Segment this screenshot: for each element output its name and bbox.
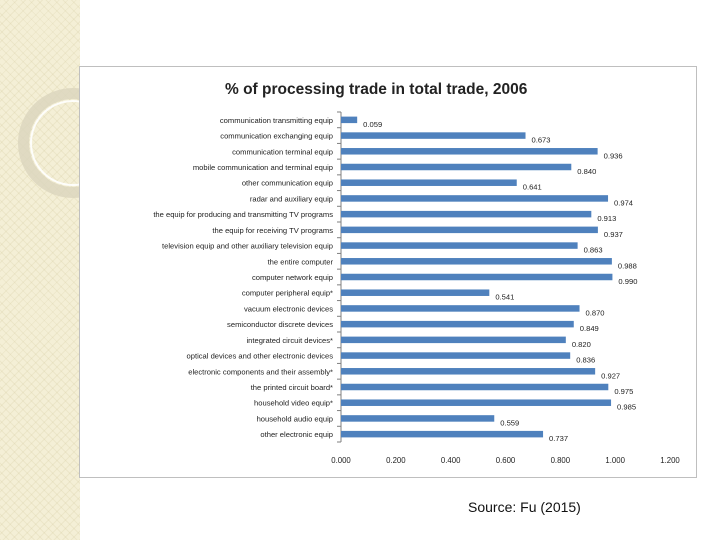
bar [341, 116, 358, 124]
category-label: semiconductor discrete devices [227, 320, 333, 329]
bar [341, 399, 612, 406]
processing-trade-bar-chart: % of processing trade in total trade, 20… [153, 81, 680, 465]
bar [341, 210, 592, 218]
x-tick-label: 1.200 [660, 456, 680, 465]
bar [341, 273, 613, 281]
category-label: household audio equip [257, 414, 333, 423]
category-label: the printed circuit board* [251, 383, 333, 392]
category-label: other communication equip [242, 179, 333, 188]
bar [341, 226, 598, 234]
bar [341, 195, 609, 202]
category-label: radar and auxiliary equip [250, 194, 333, 203]
data-label: 0.641 [523, 183, 542, 192]
data-label: 0.927 [601, 371, 620, 380]
data-label: 0.673 [532, 136, 551, 145]
plot-area: communication transmitting equip 0.059 com… [153, 111, 680, 465]
data-label: 0.988 [618, 261, 637, 270]
data-label: 0.974 [614, 198, 633, 207]
x-tick-label: 0.800 [551, 456, 571, 465]
category-label: the equip for receiving TV programs [212, 226, 333, 235]
category-label: optical devices and other electronic dev… [187, 352, 334, 361]
bar [341, 430, 544, 438]
category-label: computer peripheral equip* [242, 289, 333, 298]
category-label: communication exchanging equip [220, 132, 333, 141]
bar [341, 258, 612, 265]
data-label: 0.913 [597, 214, 616, 223]
data-label: 0.863 [584, 246, 603, 255]
bar [341, 352, 571, 359]
chart-title: % of processing trade in total trade, 20… [225, 81, 528, 98]
data-label: 0.820 [572, 340, 591, 349]
category-label: household video equip* [254, 399, 333, 408]
bar [341, 383, 609, 391]
data-label: 0.985 [617, 403, 636, 412]
data-label: 0.059 [363, 120, 382, 129]
decorative-side-strip [0, 0, 80, 540]
data-label: 0.937 [604, 230, 623, 239]
bar [341, 148, 598, 155]
category-label: vacuum electronic devices [244, 304, 333, 313]
bar [341, 368, 596, 375]
data-label: 0.936 [604, 151, 623, 160]
x-tick-label: 0.000 [331, 456, 351, 465]
x-tick-label: 1.000 [605, 456, 625, 465]
category-label: communication terminal equip [232, 147, 333, 156]
data-label: 0.975 [614, 387, 633, 396]
data-label: 0.840 [577, 167, 596, 176]
category-label: the equip for producing and transmitting… [153, 210, 333, 219]
category-label: computer network equip [252, 273, 333, 282]
category-label: the entire computer [268, 257, 334, 266]
data-label: 0.559 [500, 418, 519, 427]
bar [341, 415, 495, 422]
category-label: electronic components and their assembly… [188, 367, 333, 376]
data-label: 0.836 [576, 356, 595, 365]
bar [341, 163, 572, 171]
bar [341, 336, 566, 344]
x-tick-label: 0.400 [441, 456, 461, 465]
category-label: communication transmitting equip [220, 116, 333, 125]
category-label: integrated circuit devices* [246, 336, 333, 345]
bar [341, 179, 517, 186]
x-tick-label: 0.200 [386, 456, 406, 465]
data-label: 0.990 [618, 277, 637, 286]
x-tick-label: 0.600 [496, 456, 516, 465]
bar [341, 305, 580, 312]
data-label: 0.849 [580, 324, 599, 333]
category-label: other electronic equip [260, 430, 333, 439]
data-label: 0.541 [495, 293, 514, 302]
category-label: television equip and other auxiliary tel… [162, 242, 333, 251]
source-note: Source: Fu (2015) [468, 499, 581, 515]
data-label: 0.737 [549, 434, 568, 443]
data-label: 0.870 [586, 308, 605, 317]
bar [341, 242, 578, 249]
bar [341, 132, 526, 139]
bar [341, 289, 490, 296]
bar [341, 320, 574, 328]
category-label: mobile communication and terminal equip [193, 163, 333, 172]
